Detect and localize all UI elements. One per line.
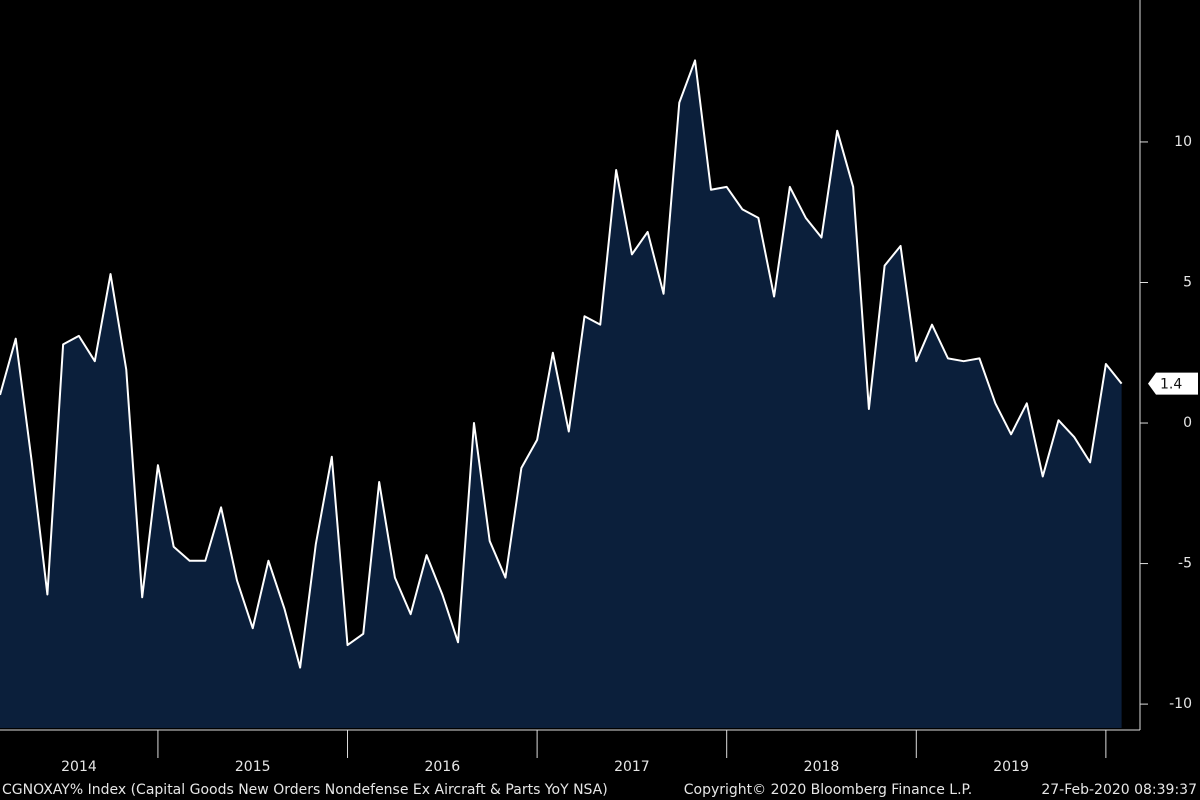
y-tick-label: 0 xyxy=(1183,415,1192,431)
x-tick-label: 2016 xyxy=(424,759,460,775)
footer-left: CGNOXAY% Index (Capital Goods New Orders… xyxy=(2,782,608,798)
x-tick-label: 2017 xyxy=(614,759,650,775)
y-tick-label: -10 xyxy=(1169,696,1192,712)
x-tick-label: 2015 xyxy=(235,759,271,775)
y-tick-label: -5 xyxy=(1178,556,1192,572)
y-tick-label: 5 xyxy=(1183,274,1192,290)
x-tick-label: 2019 xyxy=(993,759,1029,775)
footer-right: 27-Feb-2020 08:39:37 xyxy=(1041,782,1197,798)
footer-center: Copyright© 2020 Bloomberg Finance L.P. xyxy=(684,782,973,798)
y-tick-label: 10 xyxy=(1174,134,1192,150)
x-tick-label: 2018 xyxy=(804,759,840,775)
line xyxy=(0,59,1123,669)
last-value-tag xyxy=(1148,372,1198,395)
x-tick-label: 2014 xyxy=(61,759,97,775)
last-value-label: 1.4 xyxy=(1160,377,1182,393)
